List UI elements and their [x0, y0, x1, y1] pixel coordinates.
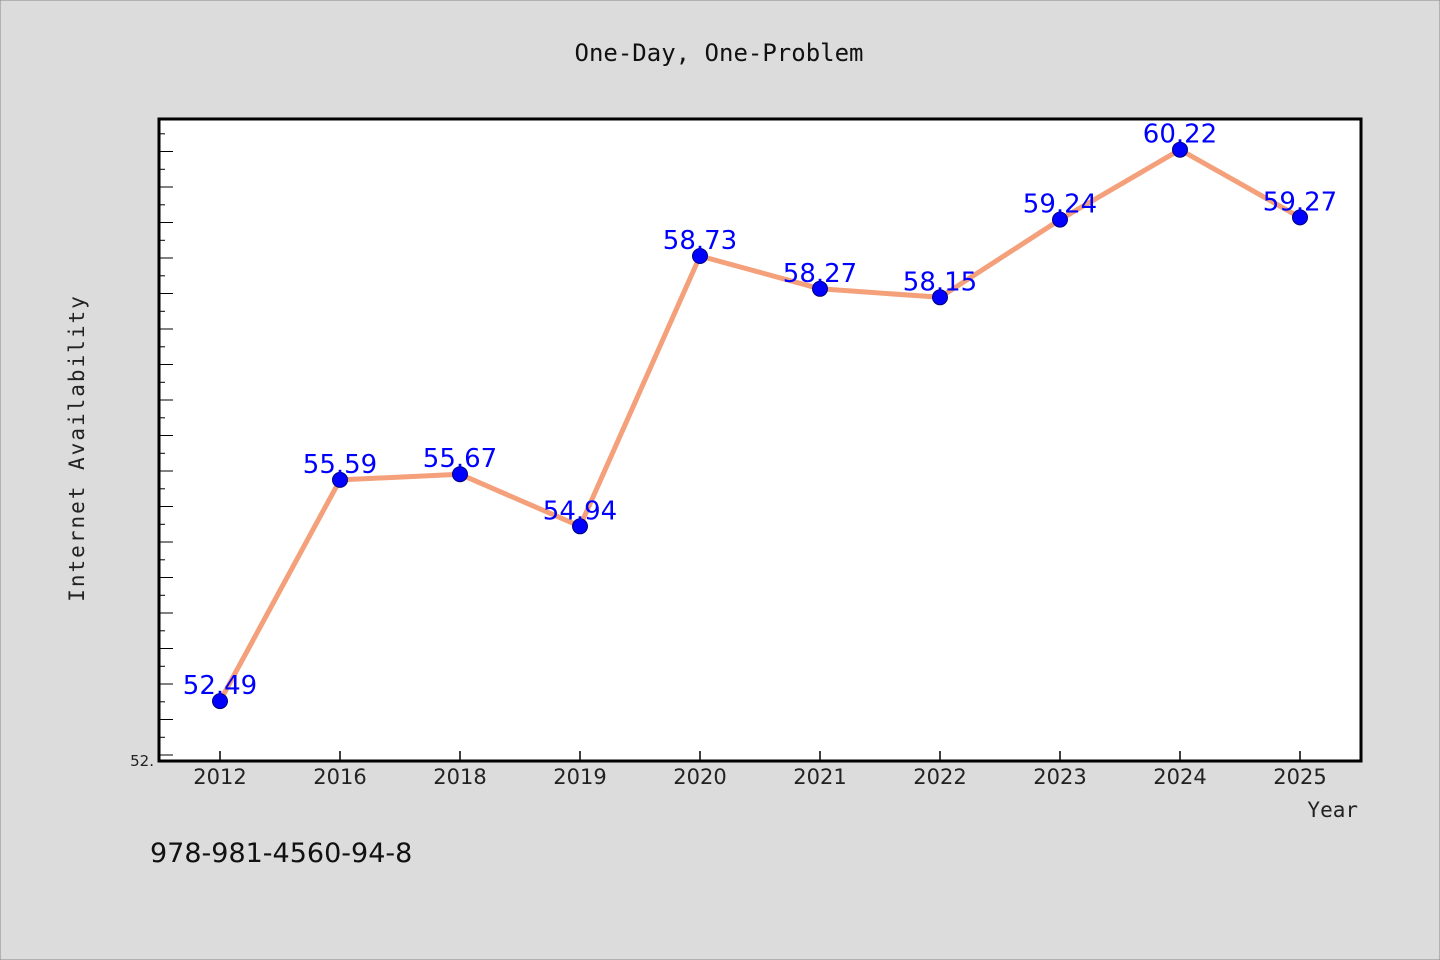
- x-tick-label: 2016: [313, 765, 366, 789]
- isbn-text: 978-981-4560-94-8: [150, 838, 412, 869]
- data-point-marker: [692, 248, 708, 264]
- data-label: 58.15: [903, 267, 977, 297]
- x-tick-label: 2024: [1153, 765, 1206, 789]
- y-tick-label: 52.: [130, 752, 154, 770]
- data-label: 55.67: [423, 444, 497, 474]
- data-label: 52.49: [183, 671, 257, 701]
- x-tick-label: 2021: [793, 765, 846, 789]
- series-markers: [212, 141, 1308, 710]
- x-tick-label: 2012: [193, 765, 246, 789]
- data-point-marker: [932, 289, 948, 306]
- x-tick-label: 2020: [673, 765, 726, 789]
- plot-area: [157, 117, 1363, 763]
- chart-title: One-Day, One-Problem: [575, 39, 864, 67]
- data-label: 55.59: [303, 450, 377, 480]
- data-point-marker: [1172, 141, 1188, 158]
- x-tick-label: 2025: [1273, 765, 1326, 789]
- y-axis-label: Internet Availability: [65, 294, 89, 602]
- x-tick-label: 2022: [913, 765, 966, 789]
- data-point-marker: [332, 471, 348, 488]
- data-point-marker: [212, 693, 228, 710]
- data-labels: 52.49 55.59 55.67 54.94 58.73 58.27 58.15 59.24…: [183, 120, 1337, 701]
- data-label: 54.94: [543, 496, 617, 526]
- x-axis-label: Year: [1307, 798, 1358, 822]
- data-point-marker: [572, 518, 588, 535]
- y-axis-ticks: [159, 133, 173, 756]
- data-point-marker: [1292, 209, 1308, 226]
- data-point-marker: [1052, 211, 1068, 228]
- data-label: 60.22: [1143, 120, 1217, 150]
- data-point-marker: [812, 280, 828, 297]
- data-label: 59.24: [1023, 190, 1097, 220]
- data-label: 59.27: [1263, 187, 1337, 217]
- data-point-marker: [452, 466, 468, 483]
- x-tick-label: 2018: [433, 765, 486, 789]
- data-label: 58.73: [663, 226, 737, 256]
- x-tick-label: 2019: [553, 765, 606, 789]
- x-tick-label: 2023: [1033, 765, 1086, 789]
- data-label: 58.27: [783, 259, 857, 289]
- series-line: [217, 147, 1302, 703]
- x-axis-ticks: 2012 2016 2018 2019 2020 2021 2022 2023 2024 2025: [193, 751, 1327, 789]
